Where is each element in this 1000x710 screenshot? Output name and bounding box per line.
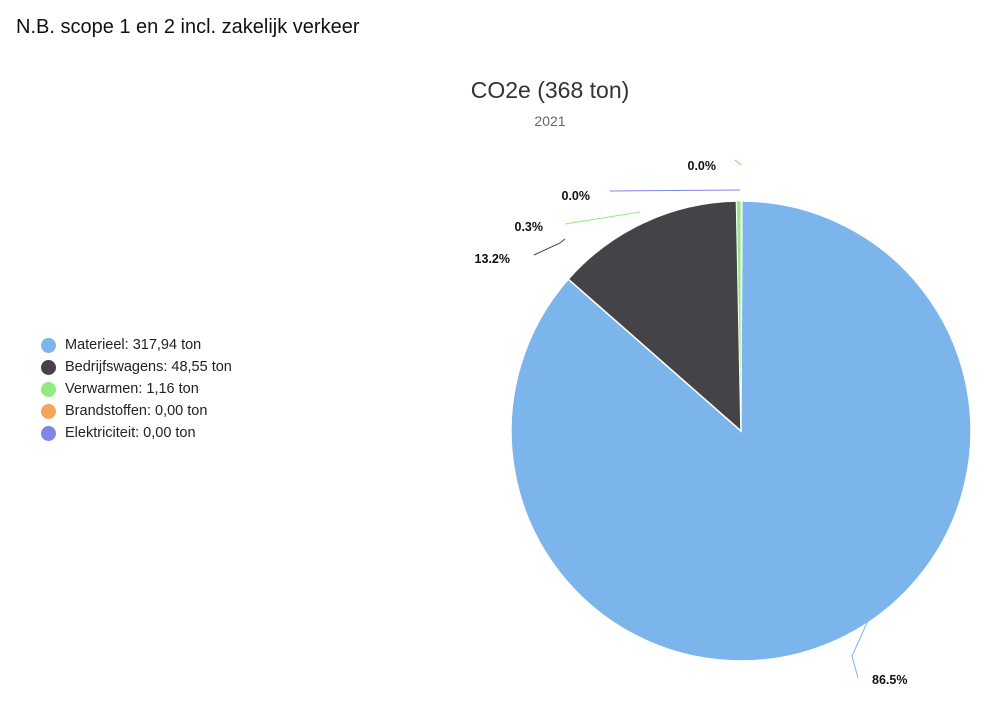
data-label-materieel: 86.5% xyxy=(872,673,907,687)
pie-slice-bedrijfswagens[interactable] xyxy=(567,200,742,433)
legend-swatch-elektriciteit xyxy=(41,425,56,441)
connector-elektriciteit xyxy=(609,189,741,192)
legend-item-verwarmen[interactable]: Verwarmen: 1,16 ton xyxy=(41,378,232,400)
legend-label-verwarmen: Verwarmen: 1,16 ton xyxy=(65,381,199,397)
page-note: N.B. scope 1 en 2 incl. zakelijk verkeer xyxy=(16,16,360,38)
connector-bedrijfswagens xyxy=(533,238,566,256)
data-label-bedrijfswagens: 13.2% xyxy=(475,252,510,266)
legend-label-elektriciteit: Elektriciteit: 0,00 ton xyxy=(65,425,196,441)
connector-brandstoffen xyxy=(734,159,742,166)
data-label-brandstoffen: 0.0% xyxy=(688,159,717,173)
legend-item-brandstoffen[interactable]: Brandstoffen: 0,00 ton xyxy=(41,400,232,422)
legend-swatch-materieel xyxy=(41,337,56,353)
legend-label-brandstoffen: Brandstoffen: 0,00 ton xyxy=(65,403,208,419)
legend-label-materieel: Materieel: 317,94 ton xyxy=(65,337,202,353)
legend-swatch-bedrijfswagens xyxy=(41,359,56,375)
legend: Materieel: 317,94 ton Bedrijfswagens: 48… xyxy=(41,334,232,444)
data-label-elektriciteit: 0.0% xyxy=(562,189,591,203)
legend-item-elektriciteit[interactable]: Elektriciteit: 0,00 ton xyxy=(41,422,232,444)
legend-item-bedrijfswagens[interactable]: Bedrijfswagens: 48,55 ton xyxy=(41,356,232,378)
chart-title: CO2e (368 ton) xyxy=(470,77,630,103)
connector-verwarmen xyxy=(564,211,641,225)
connector-materieel xyxy=(851,620,869,679)
chart-subtitle: 2021 xyxy=(534,113,566,129)
pie-slice-elektriciteit[interactable] xyxy=(740,200,743,432)
legend-label-bedrijfswagens: Bedrijfswagens: 48,55 ton xyxy=(65,359,232,375)
legend-item-materieel[interactable]: Materieel: 317,94 ton xyxy=(41,334,232,356)
data-label-verwarmen: 0.3% xyxy=(515,220,544,234)
legend-swatch-brandstoffen xyxy=(41,403,56,419)
legend-swatch-verwarmen xyxy=(41,381,56,397)
